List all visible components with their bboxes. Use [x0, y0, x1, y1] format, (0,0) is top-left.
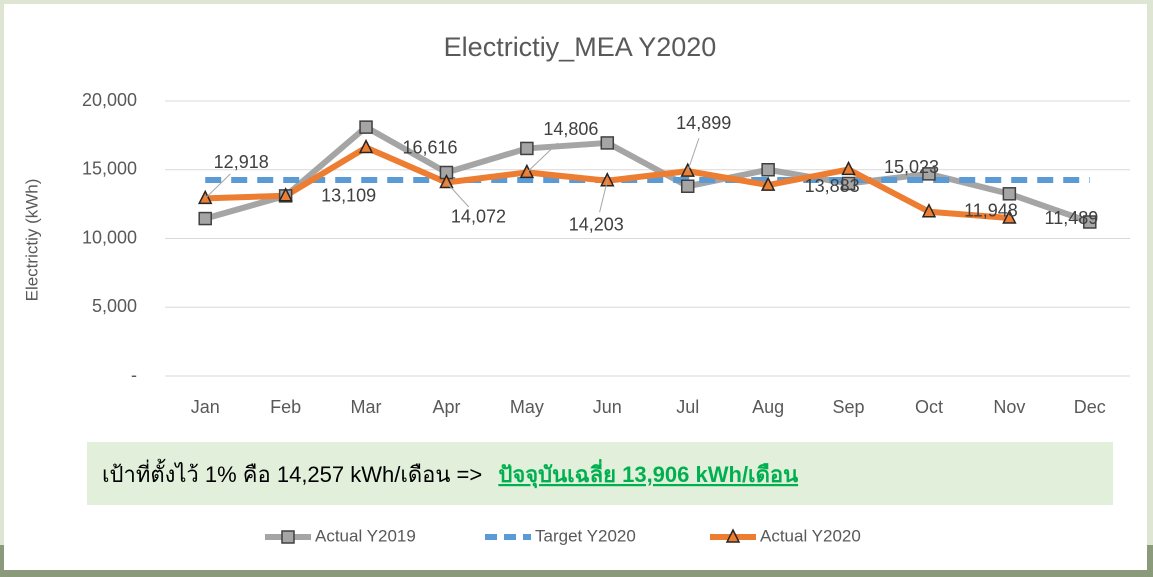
y-tick-label: -	[131, 365, 137, 385]
y-axis-label: Electrictiy (kWh)	[22, 179, 41, 302]
chart-title: Electrictiy_MEA Y2020	[444, 32, 717, 62]
marker	[197, 189, 213, 205]
data-label: 14,806	[543, 119, 598, 139]
data-label: 16,616	[403, 137, 458, 157]
x-tick-label: Sep	[833, 397, 865, 417]
marker	[520, 141, 534, 156]
legend-marker	[725, 528, 741, 543]
x-tick-label: May	[510, 397, 544, 417]
marker	[922, 167, 936, 181]
marker	[760, 176, 776, 191]
y-tick-label: 20,000	[82, 90, 137, 110]
x-tick-label: Jun	[593, 397, 622, 417]
marker	[519, 163, 535, 179]
legend-marker	[281, 530, 295, 544]
leader-line	[526, 142, 559, 173]
data-label: 14,072	[451, 206, 506, 226]
marker	[439, 173, 454, 189]
y-tick-label: 5,000	[92, 296, 137, 316]
data-label: 11,948	[964, 200, 1018, 220]
x-tick-label: Apr	[432, 397, 460, 417]
marker	[841, 176, 856, 191]
marker	[600, 172, 615, 187]
data-label: 14,899	[676, 113, 731, 133]
x-tick-label: Oct	[915, 397, 943, 417]
leader-line	[599, 180, 608, 213]
data-label: 11,489	[1045, 208, 1099, 228]
marker	[358, 138, 374, 154]
marker	[761, 163, 775, 177]
marker	[841, 160, 856, 176]
x-tick-label: Aug	[752, 397, 784, 417]
legend-label: Target Y2020	[535, 526, 636, 545]
marker	[359, 120, 373, 134]
y-tick-label: 15,000	[82, 159, 137, 179]
marker	[1002, 209, 1017, 224]
data-label: 15,023	[884, 157, 939, 177]
legend-label: Actual Y2019	[315, 526, 416, 545]
x-tick-label: Dec	[1074, 397, 1106, 417]
x-tick-label: Jan	[191, 397, 220, 417]
marker	[1083, 215, 1097, 229]
x-tick-label: Mar	[351, 397, 382, 417]
leader-line	[204, 173, 231, 199]
data-label: 12,918	[214, 152, 269, 172]
marker	[198, 211, 212, 226]
x-tick-label: Feb	[270, 397, 301, 417]
leader-line	[446, 182, 470, 208]
annotation: เป้าที่ตั้งไว้ 1% คือ 14,257 kWh/เดือน =…	[102, 458, 798, 489]
marker	[600, 136, 615, 150]
marker	[921, 203, 937, 218]
marker	[278, 187, 293, 202]
y-tick-label: 10,000	[82, 227, 137, 247]
leader-line	[687, 138, 700, 172]
x-tick-label: Nov	[993, 397, 1025, 417]
annotation-highlight: ปัจจุบันเฉลี่ย 13,906 kWh/เดือน	[498, 458, 798, 489]
x-tick-label: Jul	[676, 397, 699, 417]
data-label: 14,203	[569, 214, 624, 234]
data-label: 13,109	[321, 186, 376, 206]
marker	[680, 179, 695, 193]
legend-label: Actual Y2020	[760, 526, 861, 545]
annotation-text: เป้าที่ตั้งไว้ 1% คือ 14,257 kWh/เดือน =…	[102, 459, 482, 487]
marker	[1002, 187, 1017, 201]
annotation-box	[87, 442, 1113, 505]
data-label: 13,883	[805, 176, 860, 196]
